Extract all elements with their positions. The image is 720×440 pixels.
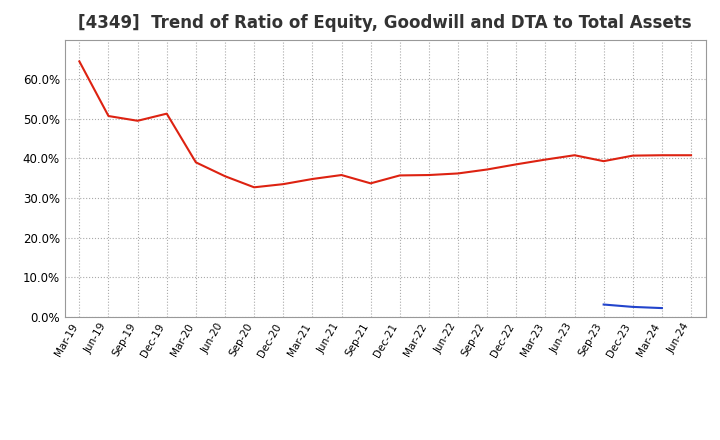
- Line: Equity: Equity: [79, 61, 691, 187]
- Line: Goodwill: Goodwill: [603, 304, 662, 308]
- Equity: [425, 172, 433, 178]
- Equity: [512, 161, 521, 167]
- Title: [4349]  Trend of Ratio of Equity, Goodwill and DTA to Total Assets: [4349] Trend of Ratio of Equity, Goodwil…: [78, 15, 692, 33]
- Equity: [366, 181, 375, 186]
- Equity: [395, 173, 404, 178]
- Equity: [483, 167, 492, 172]
- Equity: [192, 160, 200, 165]
- Equity: [599, 158, 608, 164]
- Goodwill: [657, 305, 666, 311]
- Equity: [629, 153, 637, 158]
- Equity: [133, 118, 142, 123]
- Equity: [163, 111, 171, 116]
- Equity: [220, 173, 229, 179]
- Equity: [687, 153, 696, 158]
- Equity: [337, 172, 346, 178]
- Equity: [308, 176, 317, 182]
- Equity: [104, 114, 113, 119]
- Equity: [75, 59, 84, 64]
- Goodwill: [629, 304, 637, 310]
- Goodwill: [599, 302, 608, 307]
- Equity: [279, 181, 287, 187]
- Equity: [454, 171, 462, 176]
- Equity: [541, 157, 550, 162]
- Equity: [570, 153, 579, 158]
- Equity: [657, 153, 666, 158]
- Equity: [250, 185, 258, 190]
